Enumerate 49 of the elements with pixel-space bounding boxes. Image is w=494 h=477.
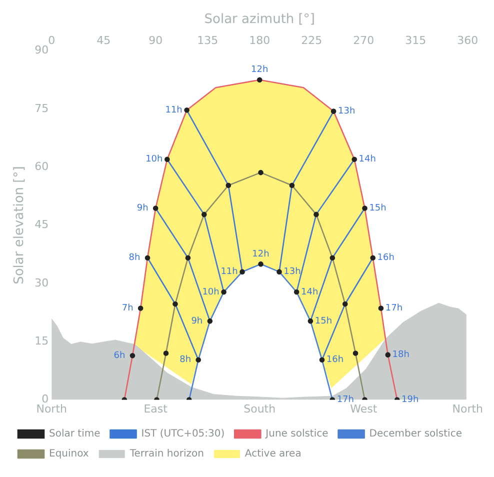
annotation: 12h bbox=[252, 249, 270, 260]
annotation: 17h bbox=[385, 304, 403, 314]
text: North bbox=[452, 402, 484, 416]
text: East bbox=[144, 402, 168, 416]
annotation: 14h bbox=[301, 287, 318, 298]
x-tick-label: 225 bbox=[301, 34, 322, 48]
x-tick-label: 270 bbox=[353, 34, 374, 48]
annotation: 14h bbox=[358, 154, 376, 165]
x-tick-label: 45 bbox=[96, 34, 111, 48]
x-tick-label: 360 bbox=[457, 34, 478, 48]
x-tick-label: 135 bbox=[197, 34, 218, 48]
legend-label: December solstice bbox=[369, 428, 462, 440]
y-tick-label: 60 bbox=[34, 160, 49, 173]
annotation: 11h bbox=[165, 105, 182, 116]
annotation: 15h bbox=[314, 316, 332, 326]
annotation: 19h bbox=[402, 395, 419, 406]
legend-label: Terrain horizon bbox=[128, 448, 204, 460]
annotation: 18h bbox=[392, 350, 410, 360]
y-tick-label: 90 bbox=[34, 44, 49, 57]
annotation: 13h bbox=[284, 267, 301, 278]
y-tick-label: 75 bbox=[34, 102, 49, 115]
x-tick-label: 90 bbox=[148, 34, 163, 48]
legend-label: June solstice bbox=[264, 428, 328, 440]
annotation: 11h bbox=[220, 267, 238, 278]
annotation: 16h bbox=[377, 253, 394, 264]
annotation: 8h bbox=[180, 355, 192, 366]
legend-label: IST (UTC+05:30) bbox=[141, 428, 225, 440]
text: South bbox=[244, 402, 276, 416]
annotation: 16h bbox=[326, 355, 344, 366]
x-tick-label: 180 bbox=[249, 34, 270, 48]
annotation: 9h bbox=[136, 204, 148, 214]
annotation: 7h bbox=[122, 304, 134, 314]
annotation: 13h bbox=[338, 106, 356, 117]
annotation: 9h bbox=[191, 316, 203, 326]
x-axis-title: Solar azimuth [°] bbox=[204, 12, 315, 28]
y-axis-title: Solar elevation [°] bbox=[12, 166, 28, 284]
y-tick-label: 15 bbox=[34, 334, 49, 348]
annotation: 10h bbox=[146, 154, 163, 165]
annotation: 6h bbox=[114, 350, 126, 361]
annotation: 15h bbox=[369, 204, 386, 214]
annotation: 10h bbox=[202, 287, 220, 298]
annotation: 8h bbox=[128, 253, 140, 264]
x-tick-label: 315 bbox=[405, 34, 426, 48]
legend-label: Solar time bbox=[49, 428, 100, 440]
legend-label: Active area bbox=[244, 448, 302, 460]
y-tick-label: 30 bbox=[34, 276, 49, 290]
y-tick-label: 45 bbox=[34, 218, 49, 232]
legend-label: Equinox bbox=[49, 448, 89, 460]
annotation: 12h bbox=[251, 65, 268, 76]
